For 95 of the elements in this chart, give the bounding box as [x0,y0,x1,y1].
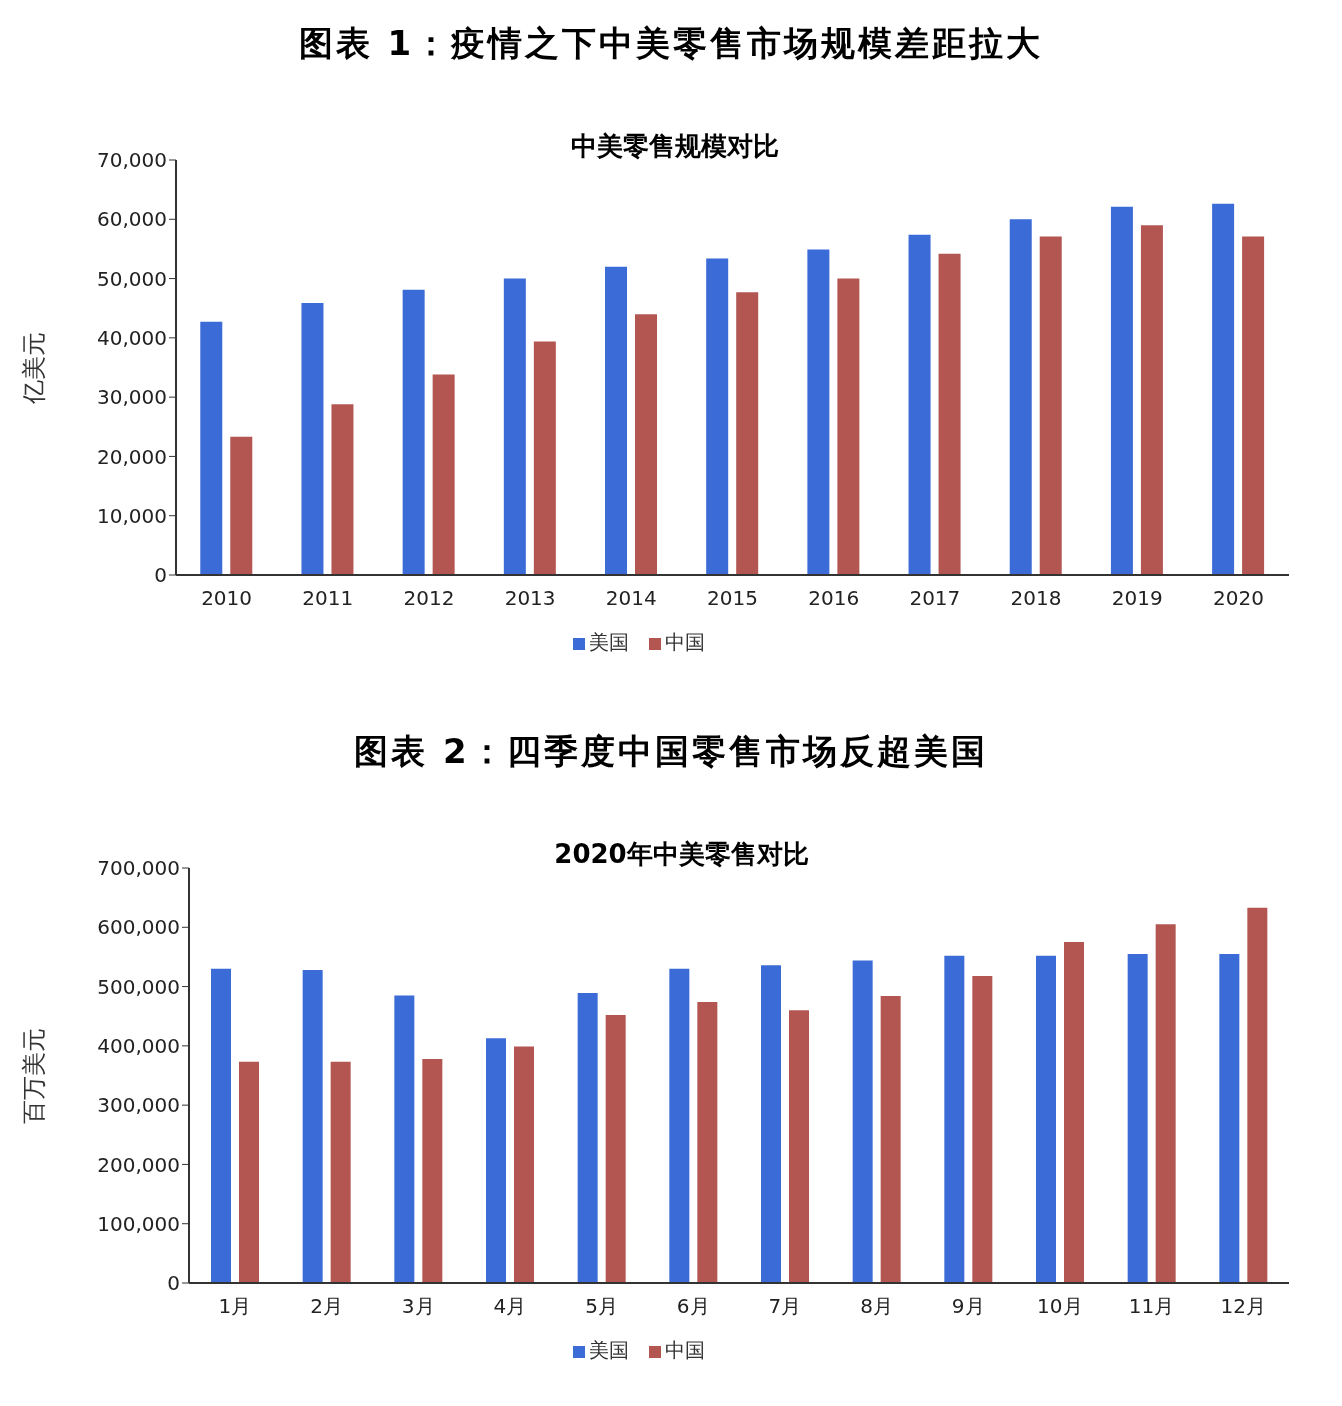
x-tick-label: 3月 [401,1294,435,1319]
bar [230,436,253,575]
y-tick-label: 70,000 [97,148,167,173]
x-tick-label: 2020 [1212,586,1264,611]
y-tick-label: 40,000 [97,325,167,350]
bar [880,996,901,1283]
y-tick-label: 400,000 [97,1033,180,1058]
bar [1064,942,1084,1283]
bar [706,258,729,575]
legend-label: 中国 [664,630,705,654]
x-tick-label: 1月 [218,1294,252,1319]
bar [1242,236,1265,575]
chart-title: 图表 1：疫情之下中美零售市场规模差距拉大 [297,22,1045,65]
x-tick-label: 2018 [1010,586,1062,611]
y-tick-label: 0 [167,1271,180,1296]
bar [1039,236,1062,575]
bar [331,404,354,575]
x-tick-label: 4月 [493,1294,527,1319]
bar [514,1046,534,1283]
bar [605,1015,626,1283]
bar [330,1061,351,1283]
bar [211,968,231,1283]
bar [1140,225,1163,575]
bar [1247,907,1268,1283]
x-tick-label: 2月 [310,1294,343,1319]
bar [394,995,415,1283]
y-tick-label: 60,000 [97,207,167,232]
y-tick-label: 600,000 [97,915,180,940]
bar [302,969,323,1283]
y-tick-label: 50,000 [97,266,167,291]
bar [852,960,873,1283]
x-tick-label: 9月 [951,1294,985,1319]
bar [635,314,658,575]
chart-title: 图表 2：四季度中国零售市场反超美国 [353,730,989,773]
y-tick-label: 500,000 [97,974,180,999]
bar [1009,219,1032,575]
y-axis-title: 百万美元 [19,1027,48,1124]
x-tick-label: 2016 [808,586,860,611]
bar [789,1010,809,1283]
bar [972,975,993,1283]
bar [1212,203,1235,575]
y-tick-label: 0 [154,563,167,588]
bar [605,266,628,575]
bar [736,292,759,575]
x-tick-label: 5月 [585,1294,618,1319]
bar [1127,953,1148,1283]
bar [1036,955,1056,1283]
bar [761,965,781,1283]
legend-label: 美国 [588,630,629,654]
bar [1155,924,1176,1283]
chart-subtitle: 中美零售规模对比 [571,131,779,161]
bar [697,1001,718,1283]
x-tick-label: 6月 [676,1294,710,1319]
bar [938,253,961,575]
x-tick-label: 12月 [1220,1294,1266,1319]
bar [486,1038,506,1283]
bar [577,993,598,1283]
x-tick-label: 11月 [1128,1294,1175,1319]
x-tick-label: 8月 [860,1294,893,1319]
x-tick-label: 2015 [707,586,758,611]
bar [669,968,690,1283]
bar [1110,206,1133,575]
y-tick-label: 100,000 [97,1211,180,1236]
bar [944,955,965,1283]
y-tick-label: 700,000 [97,856,180,881]
legend-label: 美国 [588,1338,629,1362]
bar [503,278,526,575]
y-axis-title: 亿美元 [19,331,48,405]
chart-subtitle: 2020年中美零售对比 [554,839,809,869]
bar [807,249,830,575]
x-tick-label: 2012 [403,586,455,611]
bar [837,278,860,575]
y-tick-label: 10,000 [97,503,167,528]
y-tick-label: 200,000 [97,1152,180,1177]
x-tick-label: 2019 [1111,586,1163,611]
bar [239,1061,259,1283]
bar [301,302,324,575]
bar [402,289,425,575]
x-tick-label: 10月 [1037,1294,1083,1319]
x-tick-label: 2013 [504,586,556,611]
bar [422,1058,443,1283]
x-tick-label: 2010 [201,586,253,611]
legend-label: 中国 [664,1338,705,1362]
bar [908,234,931,575]
y-tick-label: 300,000 [97,1093,180,1118]
y-tick-label: 30,000 [97,385,167,410]
bar [200,321,223,575]
x-tick-label: 2017 [909,586,961,611]
x-tick-label: 7月 [768,1294,802,1319]
x-tick-label: 2011 [302,586,354,611]
y-tick-label: 20,000 [97,444,167,469]
bar [432,374,455,575]
x-tick-label: 2014 [605,586,657,611]
bar [1219,953,1240,1283]
bar [533,341,556,575]
